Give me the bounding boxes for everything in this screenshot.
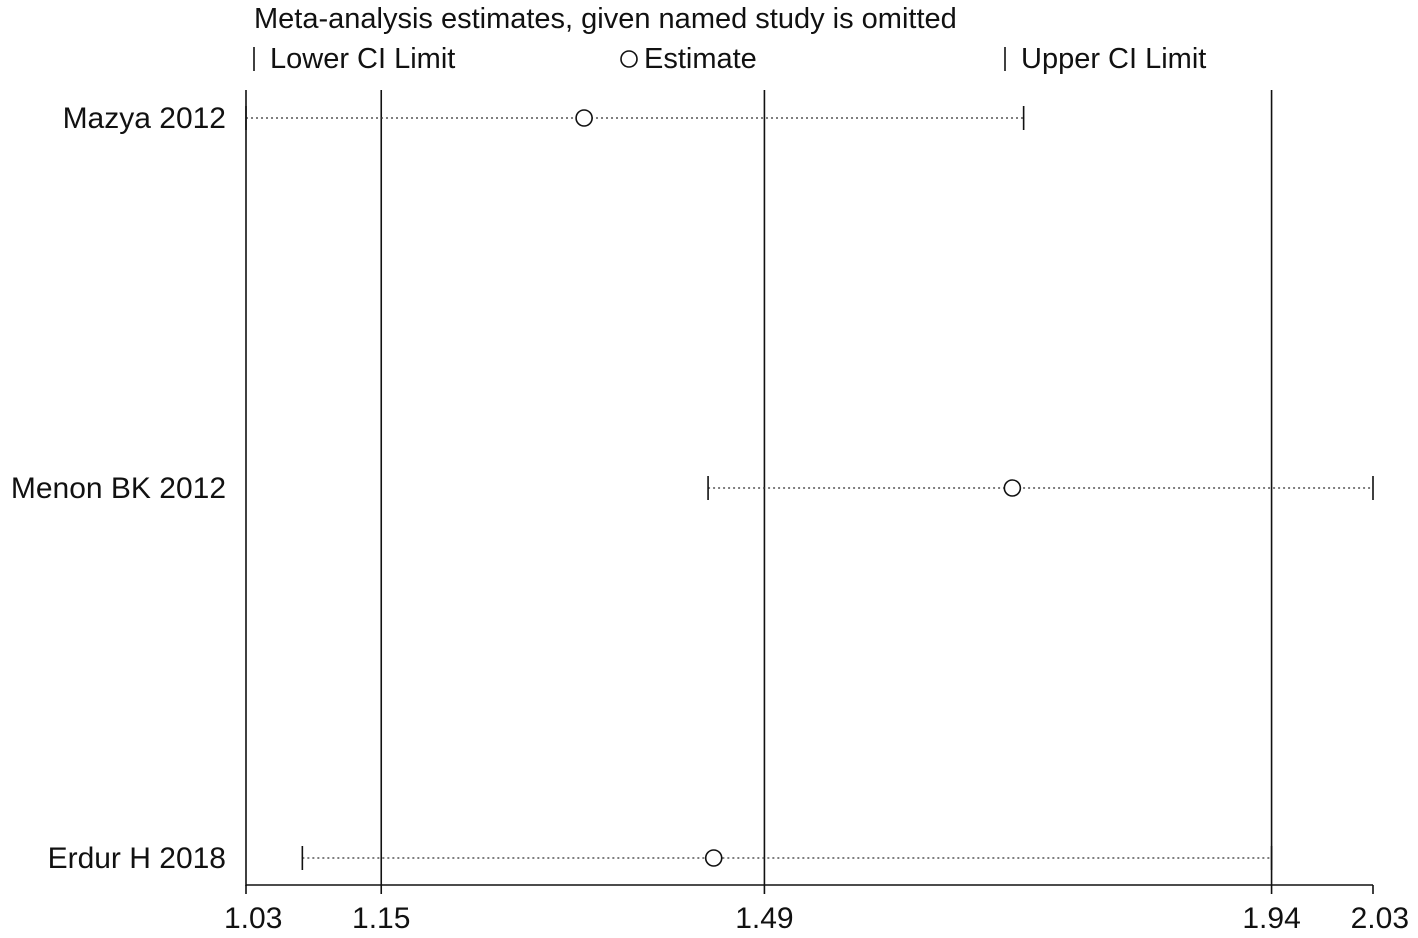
x-tick-label-1: 1.15	[352, 902, 410, 935]
x-tick-label-0: 1.03	[224, 902, 282, 935]
study-row-2: Erdur H 2018	[48, 842, 1273, 875]
legend-upper-label: Upper CI Limit	[1021, 43, 1206, 75]
legend-estimate-marker	[620, 50, 638, 68]
x-tick-label-2: 1.49	[735, 902, 793, 935]
legend-estimate-label: Estimate	[644, 43, 757, 75]
study-row-0: Mazya 2012	[63, 102, 1025, 135]
study-rows: Mazya 2012 Menon BK 2012 Erdur H 2018	[11, 102, 1374, 875]
study-label-2: Erdur H 2018	[48, 842, 226, 875]
x-axis-ticks: 1.03 1.15 1.49 1.94 2.03	[224, 885, 1409, 935]
legend-lower-label: Lower CI Limit	[270, 43, 455, 75]
x-tick-label-4: 2.03	[1351, 902, 1409, 935]
estimate-point-0	[575, 109, 593, 127]
study-label-1: Menon BK 2012	[11, 472, 226, 505]
reference-lines	[380, 90, 1273, 885]
legend: Lower CI Limit Estimate Upper CI Limit	[253, 43, 1206, 75]
estimate-point-2	[704, 849, 723, 867]
study-label-0: Mazya 2012	[63, 102, 226, 135]
estimate-point-1	[1003, 479, 1022, 497]
chart-title: Meta-analysis estimates, given named stu…	[254, 3, 957, 35]
x-tick-label-3: 1.94	[1242, 902, 1300, 935]
study-row-1: Menon BK 2012	[11, 472, 1374, 505]
